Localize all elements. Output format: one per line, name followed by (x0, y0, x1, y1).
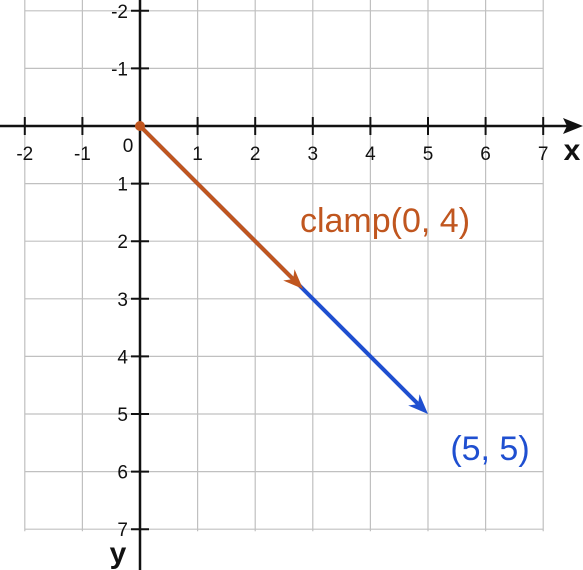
y-tick-label: 2 (117, 232, 128, 253)
x-tick-label: 4 (365, 144, 376, 165)
full-vector-arrowhead (408, 394, 428, 414)
y-tick-label: 1 (117, 175, 128, 196)
origin-label: 0 (123, 136, 134, 157)
y-tick-label: 3 (117, 290, 128, 311)
full-vector-label: (5, 5) (450, 430, 529, 468)
y-axis-label: y (110, 537, 127, 570)
vectors (135, 121, 428, 414)
x-axis-label: x (564, 134, 581, 167)
grid (24, 0, 544, 532)
x-tick-label: -1 (74, 144, 91, 165)
x-axis-arrowhead (563, 118, 583, 134)
x-tick-label: 2 (250, 144, 261, 165)
x-tick-label: 7 (538, 144, 549, 165)
tick-labels: -2 -1 1 2 3 4 5 6 7 -2 -1 1 2 3 4 5 6 7 (16, 2, 548, 541)
x-tick-label: 6 (480, 144, 491, 165)
y-tick-label: 5 (117, 405, 128, 426)
y-tick-label: 7 (117, 520, 128, 541)
x-tick-label: 5 (423, 144, 434, 165)
x-tick-label: 1 (192, 144, 203, 165)
y-tick-label: -1 (111, 59, 128, 80)
y-tick-label: 4 (117, 347, 128, 368)
y-tick-label: 6 (117, 463, 128, 484)
clamped-vector-arrowhead (283, 269, 304, 290)
y-tick-label: -2 (111, 2, 128, 23)
clamped-vector-label: clamp(0, 4) (300, 202, 470, 240)
x-tick-label: -2 (16, 144, 33, 165)
x-tick-label: 3 (308, 144, 319, 165)
clamped-vector-shaft (138, 124, 294, 280)
clamped-vector-origin-dot (135, 121, 145, 131)
